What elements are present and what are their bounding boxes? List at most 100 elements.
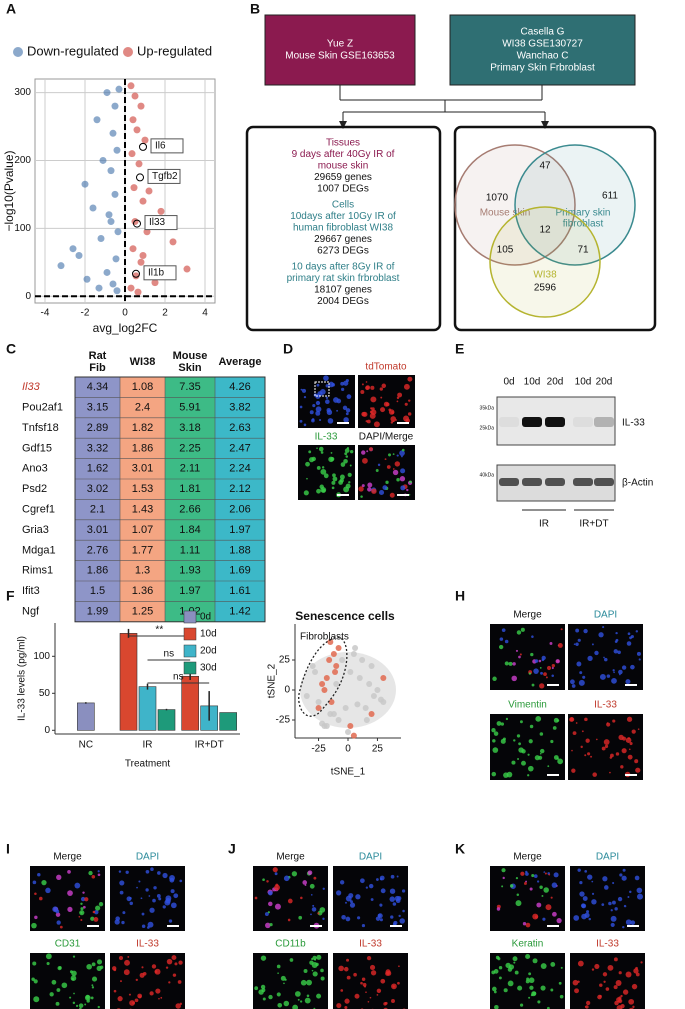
point: [141, 136, 149, 144]
legend-label: 30d: [200, 663, 217, 674]
scale-bar: [310, 925, 322, 927]
cell-signal: [321, 466, 325, 469]
cell-signal: [407, 412, 412, 416]
cell-signal: [388, 453, 392, 457]
point: [99, 156, 107, 164]
cell-signal: [119, 890, 124, 895]
point: [312, 669, 319, 675]
cell-signal: [539, 752, 542, 755]
cell-signal: [388, 409, 395, 415]
cell-signal: [354, 993, 360, 999]
cell-signal: [512, 662, 516, 666]
chart-title: Senescence cells: [295, 609, 395, 623]
image-label: tdTomato: [365, 362, 407, 373]
cell-signal: [614, 907, 618, 911]
cell-signal: [141, 966, 144, 969]
table-cell: 1.08: [132, 381, 153, 393]
point: [319, 720, 326, 727]
band: [545, 478, 565, 486]
cell-signal: [551, 663, 556, 668]
cell-signal: [316, 447, 318, 450]
panel-letter: H: [455, 588, 465, 604]
table-cell: 1.86: [87, 565, 108, 577]
scale-bar: [547, 774, 559, 776]
cell-signal: [392, 453, 395, 456]
cell-signal: [513, 961, 516, 964]
cell-signal: [80, 896, 86, 902]
annotated-point: [136, 173, 144, 182]
cell-signal: [367, 482, 373, 488]
venn-set-label: Mouse skin: [480, 208, 531, 219]
x-tick-label: IR+DT: [195, 740, 224, 751]
cell-signal: [619, 873, 623, 877]
cell-signal: [344, 998, 350, 1004]
table-cell: 3.82: [229, 402, 250, 414]
image-label: Merge: [53, 852, 82, 863]
cell-signal: [319, 388, 326, 395]
cell-signal: [168, 919, 173, 923]
cell-signal: [515, 877, 519, 880]
cell-signal: [495, 955, 500, 960]
cell-signal: [179, 1002, 183, 1006]
image-label: DAPI/Merge: [359, 432, 414, 443]
venn-count: 1070: [486, 193, 509, 204]
cell-signal: [367, 487, 372, 492]
cell-signal: [129, 901, 133, 906]
cell-signal: [572, 731, 577, 736]
cell-signal: [298, 915, 303, 920]
image-label: IL-33: [136, 939, 159, 950]
cell-signal: [153, 886, 157, 890]
cell-signal: [362, 457, 368, 464]
cell-signal: [80, 902, 83, 905]
cell-signal: [573, 643, 576, 646]
point: [133, 126, 141, 134]
cell-signal: [82, 891, 85, 894]
cell-signal: [332, 473, 336, 478]
band: [573, 417, 593, 427]
cell-signal: [403, 383, 410, 390]
table-cell: 2.24: [229, 463, 250, 475]
image-label: IL-33: [594, 700, 617, 711]
cell-signal: [625, 737, 632, 743]
cell-signal: [492, 739, 496, 743]
cell-signal: [90, 996, 94, 1000]
lane-label: 20d: [596, 377, 613, 388]
cell-signal: [311, 907, 317, 912]
cell-signal: [306, 477, 308, 480]
cell-signal: [558, 981, 562, 985]
cell-signal: [91, 976, 98, 982]
micrograph: [490, 624, 565, 690]
panel-letter: F: [6, 588, 15, 604]
venn-count: 12: [539, 225, 551, 236]
cell-signal: [385, 971, 390, 976]
lane-label: 20d: [547, 377, 564, 388]
cell-signal: [528, 972, 532, 976]
group-label: IR+DT: [579, 519, 608, 530]
cell-signal: [531, 874, 535, 878]
point: [350, 732, 357, 739]
cell-signal: [511, 675, 518, 682]
point: [97, 235, 105, 243]
cell-signal: [254, 986, 259, 991]
cell-signal: [45, 953, 52, 960]
summary-box: [245, 125, 442, 332]
cell-signal: [550, 739, 554, 744]
cell-signal: [169, 875, 175, 881]
cell-signal: [529, 985, 534, 990]
cell-signal: [375, 878, 379, 881]
cell-signal: [509, 884, 514, 888]
cell-signal: [577, 638, 581, 642]
point: [347, 723, 354, 729]
table-cell: 3.02: [87, 483, 108, 495]
cell-signal: [584, 1005, 587, 1008]
cell-signal: [340, 989, 344, 992]
cell-signal: [346, 958, 350, 962]
table-cell: 3.01: [87, 524, 108, 536]
cell-signal: [610, 909, 613, 912]
cell-signal: [582, 896, 588, 901]
cell-signal: [91, 962, 96, 967]
cell-signal: [124, 959, 130, 966]
cell-signal: [125, 870, 129, 874]
cell-signal: [56, 874, 62, 880]
gene-name: Psd2: [22, 483, 47, 495]
